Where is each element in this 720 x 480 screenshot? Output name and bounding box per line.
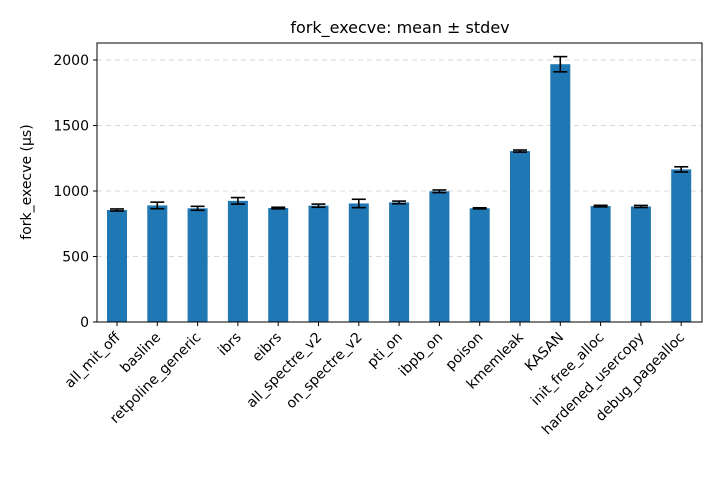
error-bars <box>110 55 689 212</box>
y-axis-ticks: 0 500 1000 1500 2000 <box>53 53 97 331</box>
bar <box>671 169 692 322</box>
y-tick-label: 500 <box>62 250 89 266</box>
y-tick-label: 2000 <box>53 53 89 69</box>
x-tick-label: eibrs <box>249 330 285 366</box>
bar <box>147 205 168 322</box>
x-tick-label: ibpb_on <box>396 330 446 380</box>
bar <box>510 151 530 322</box>
x-tick-label: on_spectre_v2 <box>283 330 366 413</box>
bar <box>187 208 208 322</box>
bar <box>550 64 571 322</box>
x-tick-label: all_mit_off <box>62 329 124 391</box>
y-tick-label: 1000 <box>53 184 89 200</box>
bar <box>389 202 410 322</box>
bars <box>107 64 692 322</box>
bar <box>348 203 369 322</box>
chart-title: fork_execve: mean ± stdev <box>290 18 509 38</box>
bar <box>429 191 450 322</box>
bar <box>268 208 289 322</box>
y-axis-label: fork_execve (µs) <box>19 124 35 239</box>
y-tick-label: 1500 <box>53 119 89 135</box>
bar <box>308 205 329 322</box>
bar <box>227 200 248 322</box>
x-tick-label: ibrs <box>215 330 245 360</box>
bar <box>590 206 611 322</box>
bar <box>469 208 490 322</box>
bar <box>630 206 651 322</box>
y-tick-label: 0 <box>80 315 89 331</box>
bar <box>107 210 127 322</box>
